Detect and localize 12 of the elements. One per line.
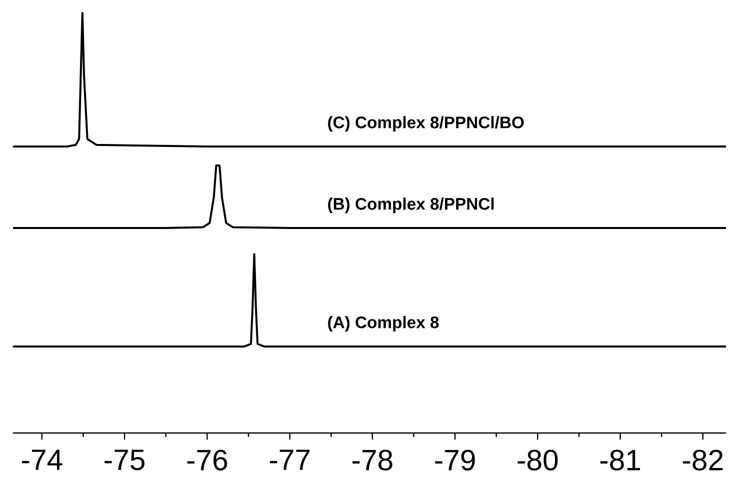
- x-tick-label: -80: [518, 450, 558, 470]
- x-tick-label: -82: [682, 450, 723, 470]
- series-label: (C) Complex 8/PPNCl/BO: [328, 116, 524, 132]
- x-tick-label: -77: [270, 450, 310, 470]
- x-tick-label: -76: [187, 450, 228, 470]
- x-tick-label: -75: [104, 450, 144, 470]
- x-tick-label: -81: [600, 450, 640, 470]
- x-tick-label: -74: [22, 450, 62, 470]
- series-label: (A) Complex 8: [328, 316, 439, 332]
- x-tick-label: -78: [352, 450, 392, 470]
- series-label: (B) Complex 8/PPNCl: [328, 198, 494, 214]
- x-tick-label: -79: [435, 450, 475, 470]
